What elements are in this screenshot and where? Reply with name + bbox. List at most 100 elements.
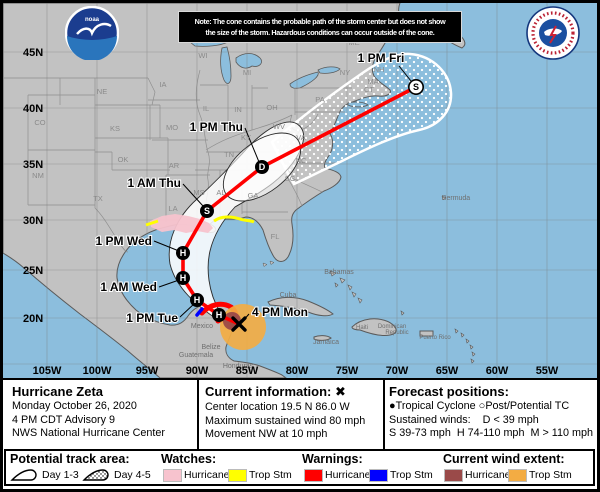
svg-text:105W: 105W	[33, 365, 62, 377]
svg-text:75W: 75W	[336, 365, 359, 377]
marker-symbol: H	[180, 273, 187, 283]
svg-text:IL: IL	[203, 104, 209, 113]
current-information-label: Current information:	[205, 384, 332, 399]
day1-3-label: Day 1-3	[42, 469, 79, 481]
day4-5-label: Day 4-5	[114, 469, 151, 481]
forecast-cone-map: H H H H S D S 4 PM Mon 1 PM Tue 1 AM Wed…	[3, 3, 597, 378]
lesser-antilles	[400, 310, 476, 364]
svg-text:OK: OK	[118, 155, 129, 164]
marker-1pm-wed	[176, 246, 190, 260]
svg-text:NH: NH	[374, 65, 385, 74]
svg-text:Cuba: Cuba	[280, 292, 297, 299]
longitude-labels: 105W 100W 95W 90W 85W 80W 75W 70W 65W 60…	[33, 365, 559, 377]
svg-text:25N: 25N	[23, 265, 43, 277]
jamaica	[313, 335, 332, 341]
svg-text:CO: CO	[34, 118, 45, 127]
svg-text:45N: 45N	[23, 47, 43, 59]
marker-symbol: D	[259, 162, 266, 172]
hurricane-extent-label: Hurricane	[465, 469, 511, 481]
svg-text:WV: WV	[273, 122, 285, 131]
florida-keys	[262, 260, 275, 267]
svg-text:OH: OH	[266, 103, 277, 112]
current-position-x-symbol: ✖	[335, 384, 346, 399]
note-banner: Note: The cone contains the probable pat…	[178, 11, 462, 43]
marker-symbol: H	[216, 310, 223, 320]
note-text: Note: The cone contains the probable pat…	[194, 17, 446, 37]
svg-text:Honduras: Honduras	[223, 363, 254, 370]
svg-text:70W: 70W	[386, 365, 409, 377]
sustained-winds-label: Sustained winds:	[389, 413, 471, 426]
day4-5-cone-icon	[82, 469, 109, 481]
place-labels: Mexico Belize Guatemala Honduras Cuba Ba…	[179, 195, 470, 370]
wind-category-m: M > 110 mph	[530, 427, 593, 439]
current-information-title: Current information: ✖	[205, 384, 365, 400]
marker-symbol: H	[180, 248, 187, 258]
svg-text:Puerto Rico: Puerto Rico	[419, 335, 451, 341]
svg-text:60W: 60W	[486, 365, 509, 377]
post-potential-tc-key: Post/Potential TC	[485, 400, 570, 412]
svg-text:Bahamas: Bahamas	[324, 269, 354, 276]
wind-categories-line: S 39-73 mph H 74-110 mph M > 110 mph	[389, 427, 593, 441]
tropical-storm-watch-swatch	[228, 469, 247, 482]
bahamas-islands	[329, 270, 363, 304]
noaa-logo-wave	[67, 36, 117, 60]
svg-text:30N: 30N	[23, 215, 43, 227]
tropical-storm-watch-label: Trop Stm	[249, 469, 292, 481]
graticule	[3, 3, 597, 378]
hurricane-watch-label: Hurricane	[184, 469, 230, 481]
svg-text:MA: MA	[367, 77, 378, 86]
wind-category-d: D < 39 mph	[482, 413, 539, 426]
svg-text:20N: 20N	[23, 313, 43, 325]
svg-text:Belize: Belize	[201, 344, 220, 351]
svg-text:PA: PA	[315, 95, 324, 104]
time-label-4pm-mon: 4 PM Mon	[252, 305, 308, 319]
svg-text:Republic: Republic	[385, 330, 408, 336]
open-circle-icon: ○	[478, 400, 486, 412]
svg-text:VA: VA	[296, 133, 305, 142]
puerto-rico	[419, 330, 434, 337]
marker-1am-wed	[176, 271, 190, 285]
svg-text:MS: MS	[193, 188, 204, 197]
marker-1am-thu	[200, 204, 214, 218]
time-label-1am-wed: 1 AM Wed	[100, 280, 157, 294]
svg-text:NY: NY	[340, 68, 350, 77]
noaa-logo-gull	[76, 22, 112, 37]
cone-day4-5	[270, 52, 453, 186]
time-label-1pm-fri: 1 PM Fri	[358, 51, 405, 65]
svg-text:NC: NC	[296, 156, 307, 165]
tropical-storm-extent-label: Trop Stm	[529, 469, 572, 481]
marker-1pm-fri-open	[407, 79, 424, 96]
forecast-position-markers: H H H H S D S	[176, 79, 424, 332]
svg-text:55W: 55W	[536, 365, 559, 377]
svg-text:MI: MI	[243, 68, 251, 77]
storm-identity-section: Hurricane Zeta Monday October 26, 2020 4…	[12, 380, 165, 441]
tropical-storm-watch-line	[145, 215, 255, 227]
svg-text:Dominican: Dominican	[378, 324, 406, 330]
state-labels: S D WI MI IA NE IL IN OH CO KS MO KY WV P…	[32, 38, 384, 241]
info-divider-1	[197, 380, 199, 450]
time-label-1pm-thu: 1 PM Thu	[190, 120, 243, 134]
svg-text:90W: 90W	[186, 365, 209, 377]
hurricane-warning-label: Hurricane	[325, 469, 371, 481]
tropical-storm-warning-swatch	[369, 469, 388, 482]
svg-text:GA: GA	[248, 191, 259, 200]
svg-text:100W: 100W	[83, 365, 112, 377]
svg-text:NM: NM	[32, 171, 44, 180]
svg-text:Jamaica: Jamaica	[313, 339, 339, 346]
map-legend: Potential track area: Day 1-3 Day 4-5 Wa…	[4, 449, 595, 486]
svg-text:KS: KS	[110, 124, 120, 133]
storm-info-panel: Hurricane Zeta Monday October 26, 2020 4…	[3, 378, 597, 450]
svg-text:Bermuda: Bermuda	[442, 195, 471, 202]
svg-text:NE: NE	[97, 87, 107, 96]
nws-logo	[526, 6, 580, 60]
svg-text:Mexico: Mexico	[191, 323, 213, 330]
svg-text:AL: AL	[216, 188, 225, 197]
svg-text:TX: TX	[93, 194, 103, 203]
marker-key-line: ●Tropical Cyclone ○Post/Potential TC	[389, 400, 593, 414]
forecast-positions-section: Forecast positions: ●Tropical Cyclone ○P…	[389, 380, 593, 441]
svg-text:IN: IN	[234, 105, 242, 114]
max-sustained-wind: Maximum sustained wind 80 mph	[205, 414, 366, 427]
svg-text:LA: LA	[168, 204, 177, 213]
svg-text:CT: CT	[364, 85, 374, 94]
